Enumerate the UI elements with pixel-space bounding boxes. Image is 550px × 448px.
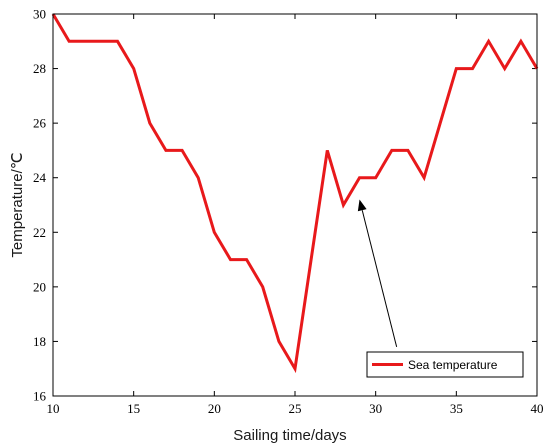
y-tick-label: 18 [33,334,46,349]
annotation-arrow-shaft [361,210,398,348]
y-tick-label: 16 [33,389,47,404]
annotation-arrow-head [357,199,367,212]
annotation-arrow [357,199,398,348]
x-tick-label: 10 [47,401,60,416]
x-tick-label: 30 [369,401,382,416]
x-tick-label: 25 [289,401,302,416]
legend: Sea temperature [366,351,524,378]
y-tick-label: 24 [33,170,47,185]
plot-frame [52,13,538,397]
legend-label-sea-temperature: Sea temperature [408,358,498,372]
y-tick-label: 28 [33,61,46,76]
x-axis-label: Sailing time/days [233,427,346,444]
plot-area [53,14,537,396]
y-tick-label: 26 [33,116,47,131]
sea-temperature-line [51,13,539,374]
y-tick-label: 22 [33,225,46,240]
x-tick-label: 20 [208,401,221,416]
x-tick-label: 15 [127,401,140,416]
y-axis-label: Temperature/℃ [9,152,26,257]
y-tick-label: 30 [33,7,46,22]
x-tick-label: 35 [450,401,463,416]
y-tick-label: 20 [33,279,46,294]
tick-labels: 10 15 20 25 30 35 40 16 18 20 22 24 26 28 30 [33,7,544,417]
x-tick-label: 40 [531,401,544,416]
